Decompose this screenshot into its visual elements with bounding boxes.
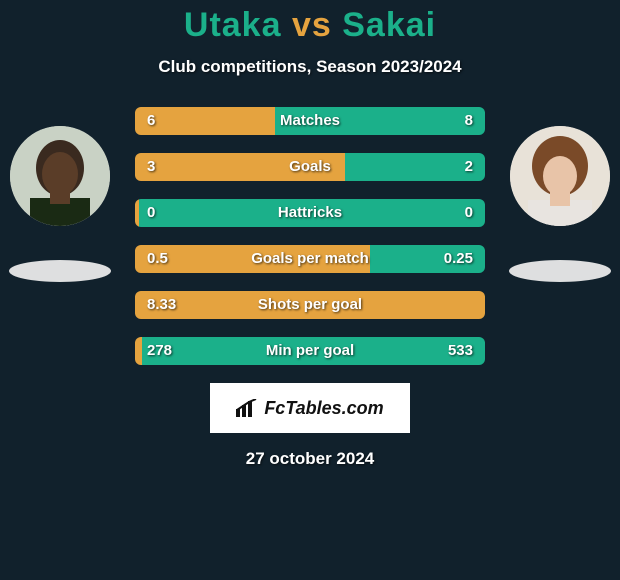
avatar-placeholder-icon <box>510 126 610 226</box>
stat-label: Min per goal <box>135 337 485 365</box>
stat-row: 00Hattricks <box>135 199 485 227</box>
stat-row: 278533Min per goal <box>135 337 485 365</box>
date-text: 27 october 2024 <box>0 449 620 469</box>
title-right-name: Sakai <box>342 6 436 44</box>
avatar-placeholder-icon <box>10 126 110 226</box>
player-right-avatar <box>510 126 610 226</box>
stats-list: 68Matches 32Goals 00Hattricks 0.50.25Goals … <box>135 107 485 365</box>
chart-icon <box>236 399 258 417</box>
stat-label: Matches <box>135 107 485 135</box>
stat-row: 0.50.25Goals per match <box>135 245 485 273</box>
stat-row: 68Matches <box>135 107 485 135</box>
title-vs: vs <box>292 6 332 44</box>
stat-row: 32Goals <box>135 153 485 181</box>
title-left-name: Utaka <box>184 6 282 44</box>
stat-label: Shots per goal <box>135 291 485 319</box>
avatar-shadow <box>9 260 111 282</box>
stat-label: Goals per match <box>135 245 485 273</box>
stat-row: 8.33Shots per goal <box>135 291 485 319</box>
comparison-card: Utaka vs Sakai Club competitions, Season… <box>0 0 620 580</box>
stat-label: Goals <box>135 153 485 181</box>
subtitle: Club competitions, Season 2023/2024 <box>0 57 620 77</box>
branding-badge: FcTables.com <box>210 383 410 433</box>
player-left-avatar <box>10 126 110 226</box>
avatar-shadow <box>509 260 611 282</box>
branding-text: FcTables.com <box>264 398 383 419</box>
page-title: Utaka vs Sakai <box>0 6 620 45</box>
stat-label: Hattricks <box>135 199 485 227</box>
